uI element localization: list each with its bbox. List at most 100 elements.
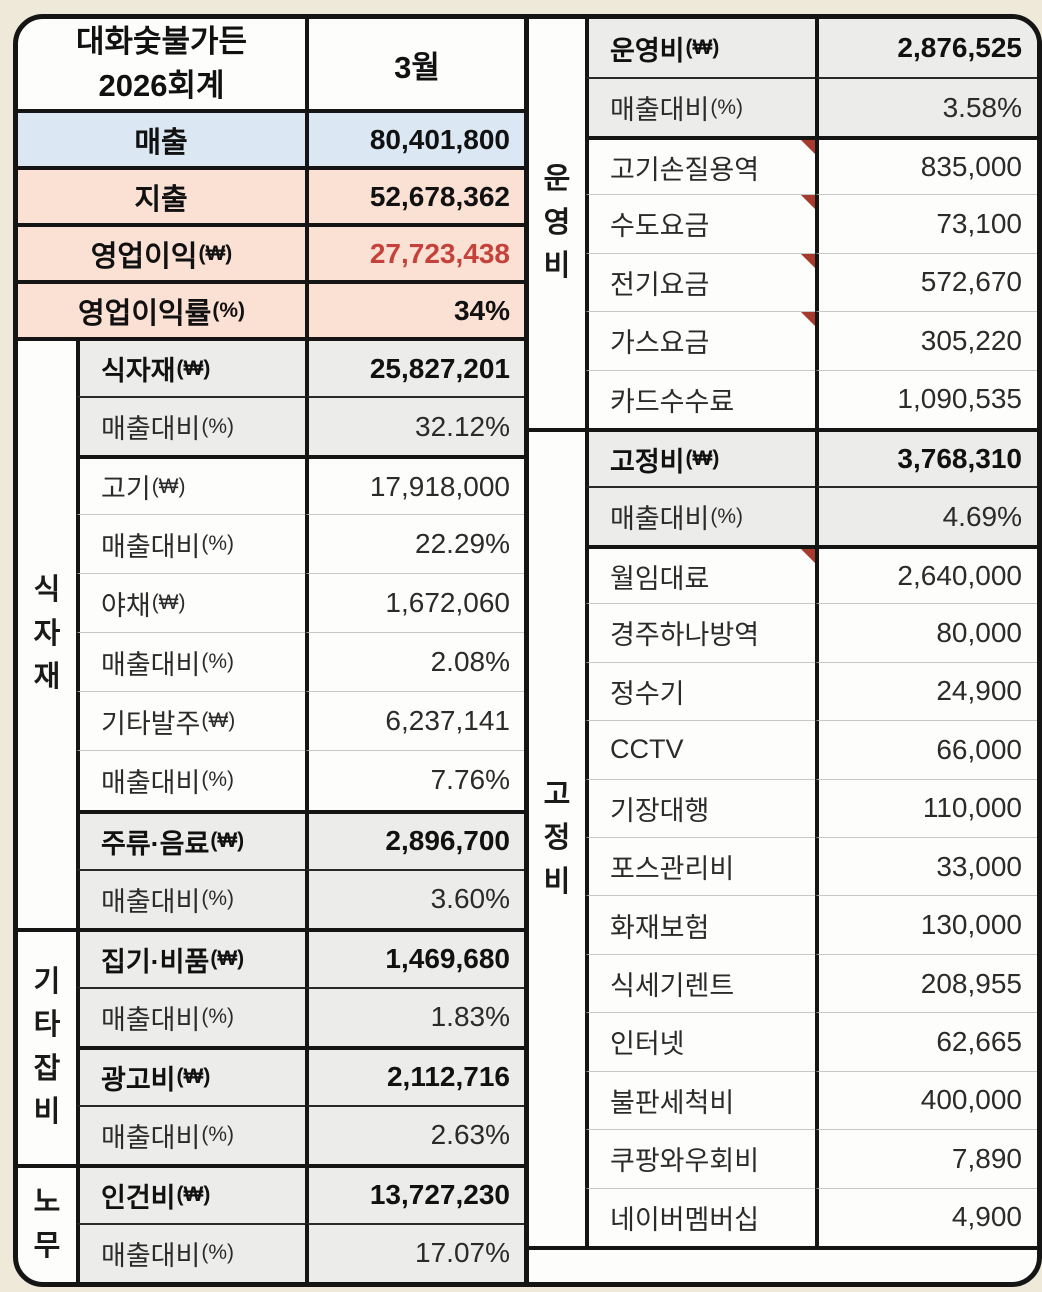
operating-profit-value-cell[interactable]: 27,723,438 [305,223,525,280]
cell-value[interactable]: 2,112,716 [305,1045,525,1105]
cell-label[interactable]: 식자재 (₩) [76,337,305,397]
label-text: 네이버멤버십 [610,1204,760,1235]
cell-value[interactable]: 130,000 [815,895,1037,954]
cell-label[interactable]: CCTV [585,720,815,779]
fixed-cost-total-label-cell[interactable]: 고정비 (₩) [585,427,815,487]
cell-value[interactable]: 66,000 [815,720,1037,779]
cell-value[interactable]: 24,900 [815,661,1037,721]
label-text: 매출대비 [101,767,201,798]
cell-label[interactable]: 매출대비 (%) [76,986,305,1046]
cell-label[interactable]: 월임대료 [585,544,815,604]
label-suffix: (₩) [201,709,236,733]
cell-value[interactable]: 17.07% [305,1222,525,1282]
cell-label[interactable]: 매출대비 (%) [76,514,305,574]
operating-profit-label-cell[interactable]: 영업이익 (₩) [18,223,305,280]
cell-value[interactable]: 3.58% [815,77,1037,136]
cell-label[interactable]: 야채 (₩) [76,573,305,633]
cell-value[interactable]: 4.69% [815,486,1037,545]
cell-value[interactable]: 33,000 [815,836,1037,896]
cell-label[interactable]: 주류·음료 (₩) [76,809,305,869]
group-label-labor[interactable]: 노 무 [18,1163,76,1282]
cell-label[interactable]: 매출대비 (%) [76,868,305,928]
cell-label[interactable]: 매출대비 (%) [76,396,305,456]
cell-label[interactable]: 인터넷 [585,1012,815,1071]
cell-value[interactable]: 1,469,680 [305,927,525,987]
cell-value[interactable]: 7.76% [305,750,525,810]
operating-cost-total-value-cell[interactable]: 2,876,525 [815,19,1037,78]
cell-value[interactable]: 1.83% [305,986,525,1046]
cell-value[interactable]: 110,000 [815,778,1037,837]
cell-value[interactable]: 3.60% [305,868,525,928]
cell-value[interactable]: 2,640,000 [815,544,1037,604]
group-label-misc-expenses[interactable]: 기 타 잡 비 [18,927,76,1164]
fixed-cost-total-value-cell[interactable]: 3,768,310 [815,427,1037,487]
cell-label[interactable]: 기타발주 (₩) [76,691,305,751]
cell-value[interactable]: 305,220 [815,311,1037,370]
cell-label[interactable]: 식세기렌트 [585,953,815,1013]
sales-label-cell[interactable]: 매출 [18,109,305,166]
cell-value[interactable]: 835,000 [815,135,1037,195]
cell-label[interactable]: 매출대비 (%) [76,1222,305,1282]
sheet-title-cell[interactable]: 대화숯불가든 2026회계 [18,19,305,109]
cell-label[interactable]: 가스요금 [585,311,815,370]
cell-value[interactable]: 7,890 [815,1129,1037,1188]
cell-value[interactable]: 32.12% [305,396,525,456]
operating-margin-label-cell[interactable]: 영업이익률 (%) [18,280,305,337]
cell-label[interactable]: 인건비 (₩) [76,1163,305,1223]
cell-label[interactable]: 포스관리비 [585,836,815,896]
label-text: 고기 [101,474,151,505]
cell-label[interactable]: 전기요금 [585,252,815,312]
cell-value[interactable]: 572,670 [815,252,1037,312]
cell-value[interactable]: 62,665 [815,1012,1037,1071]
expense-value-cell[interactable]: 52,678,362 [305,166,525,223]
label-text: 광고비 [101,1064,176,1095]
cell-label[interactable]: 매출대비 (%) [585,77,815,136]
cell-label[interactable]: 정수기 [585,661,815,721]
cell-label[interactable]: 광고비 (₩) [76,1045,305,1105]
cell-value[interactable]: 22.29% [305,514,525,574]
cell-label[interactable]: 경주하나방역 [585,603,815,662]
cell-value[interactable]: 80,000 [815,603,1037,662]
operating-cost-total-label-cell[interactable]: 운영비 (₩) [585,19,815,78]
cell-label[interactable]: 매출대비 (%) [76,1104,305,1164]
cell-value[interactable]: 2.63% [305,1104,525,1164]
cell-value[interactable]: 400,000 [815,1070,1037,1130]
operating-margin-value-cell[interactable]: 34% [305,280,525,337]
cell-label[interactable]: 수도요금 [585,194,815,253]
sales-value-cell[interactable]: 80,401,800 [305,109,525,166]
cell-value[interactable]: 4,900 [815,1187,1037,1246]
cell-label[interactable]: 매출대비 (%) [585,486,815,545]
label-suffix: (₩) [685,447,720,471]
cell-label[interactable]: 기장대행 [585,778,815,837]
cell-label[interactable]: 고기손질용역 [585,135,815,195]
cell-value[interactable]: 25,827,201 [305,337,525,397]
group-label-operating-costs[interactable]: 운 영 비 [543,163,571,283]
label-text: 화재보험 [610,912,710,943]
cell-value[interactable]: 17,918,000 [305,455,525,515]
cell-value[interactable]: 13,727,230 [305,1163,525,1223]
cell-label[interactable]: 매출대비 (%) [76,632,305,692]
cell-label[interactable]: 매출대비 (%) [76,750,305,810]
cell-label[interactable]: 불판세척비 [585,1070,815,1130]
cell-value[interactable]: 208,955 [815,953,1037,1013]
cell-label[interactable]: 카드수수료 [585,369,815,428]
cell-label[interactable]: 고기 (₩) [76,455,305,515]
expense-label-cell[interactable]: 지출 [18,166,305,223]
cell-label[interactable]: 쿠팡와우회비 [585,1129,815,1188]
cell-value[interactable]: 1,672,060 [305,573,525,633]
month-header-cell[interactable]: 3월 [305,19,525,109]
comment-indicator-icon [801,548,815,563]
empty-footer-row[interactable] [529,1245,1037,1282]
cell-value[interactable]: 1,090,535 [815,369,1037,428]
label-text: 기장대행 [610,795,710,826]
label-text: 식세기렌트 [610,971,735,1002]
cell-value[interactable]: 73,100 [815,194,1037,253]
cell-label[interactable]: 집기·비품 (₩) [76,927,305,987]
cell-label[interactable]: 화재보험 [585,895,815,954]
cell-value[interactable]: 2.08% [305,632,525,692]
group-label-fixed-costs[interactable]: 고 정 비 [529,427,585,1246]
cell-value[interactable]: 6,237,141 [305,691,525,751]
cell-value[interactable]: 2,896,700 [305,809,525,869]
cell-label[interactable]: 네이버멤버십 [585,1187,815,1246]
group-label-food-materials[interactable]: 식 자 재 [18,337,76,928]
